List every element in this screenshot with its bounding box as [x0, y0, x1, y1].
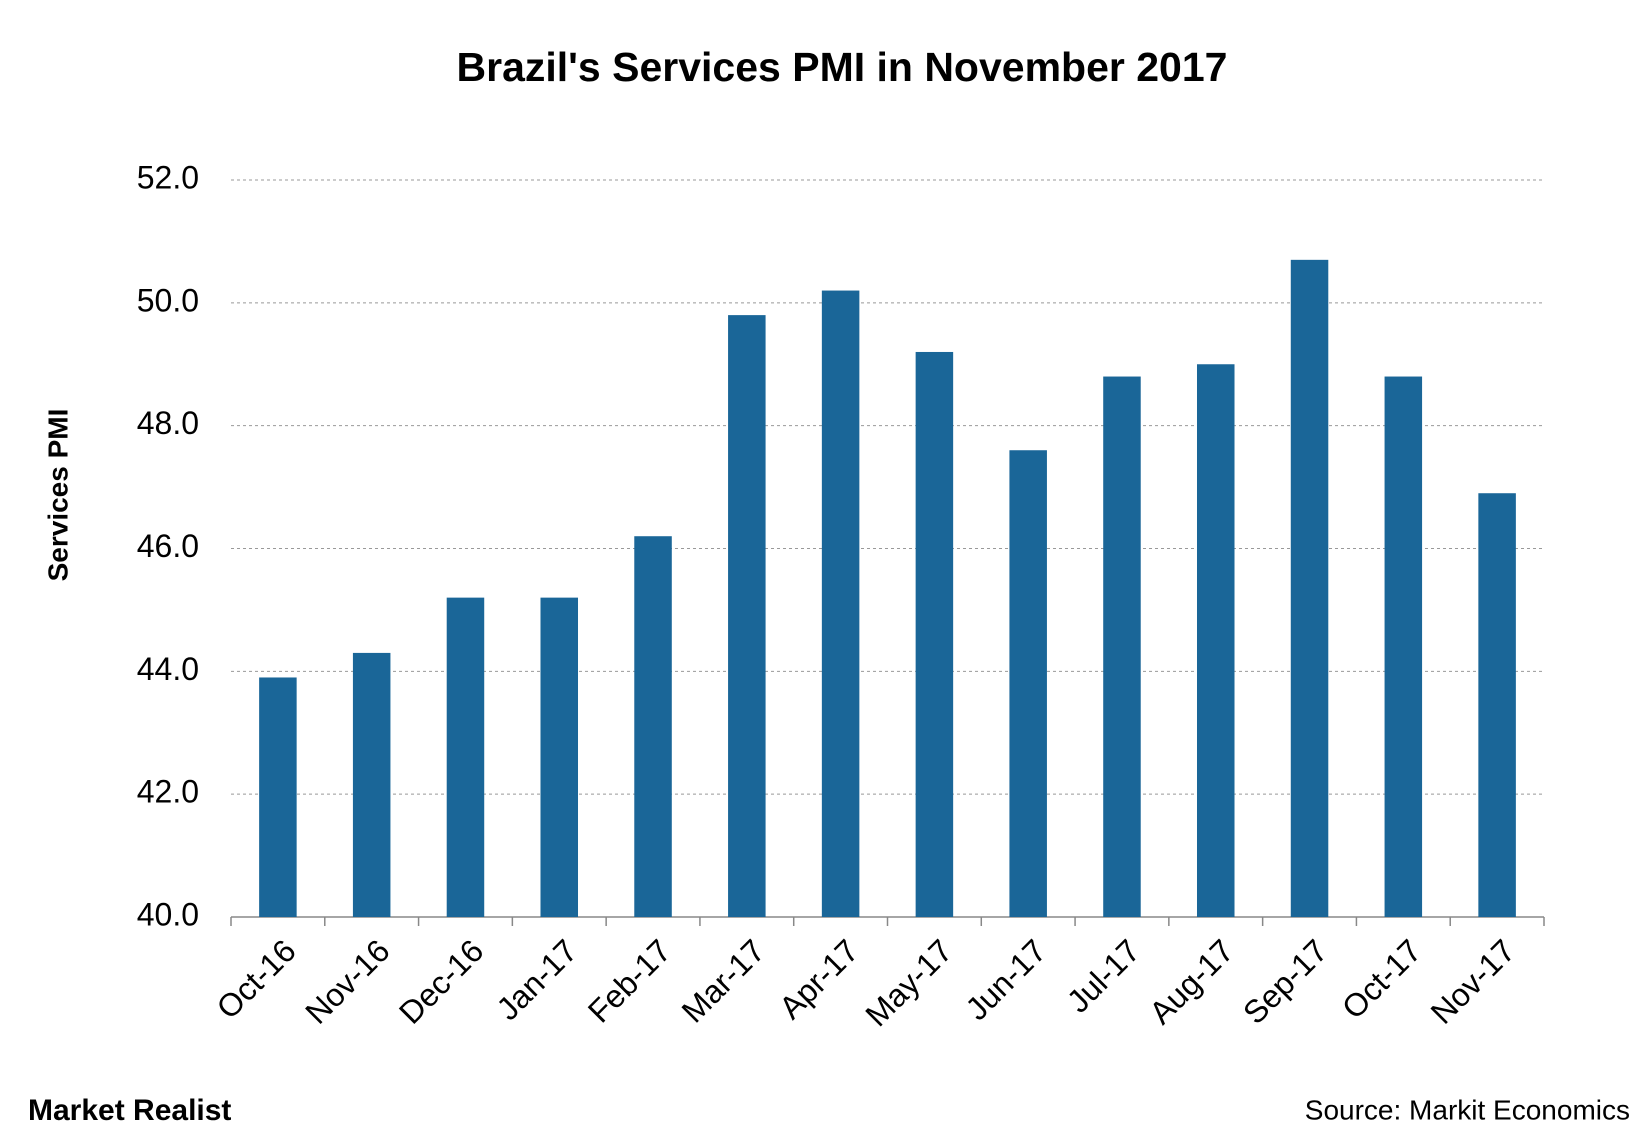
chart-title: Brazil's Services PMI in November 2017 — [457, 44, 1228, 90]
bar — [1103, 376, 1141, 917]
bar — [446, 597, 485, 917]
x-tick-label: Aug-17 — [1142, 932, 1240, 1030]
y-tick-label: 46.0 — [137, 528, 199, 564]
bar — [634, 536, 672, 917]
x-tick-label: Jan-17 — [490, 932, 585, 1027]
x-tick-label: Nov-17 — [1424, 932, 1522, 1030]
x-tick-label: Sep-17 — [1236, 932, 1334, 1030]
bar — [915, 351, 954, 917]
bar — [821, 290, 860, 917]
x-tick-label: Oct-17 — [1335, 932, 1428, 1025]
y-axis-label: Services PMI — [42, 409, 73, 582]
y-tick-label: 50.0 — [137, 282, 199, 318]
bar — [540, 597, 579, 917]
bar — [728, 315, 766, 917]
x-tick-label: Apr-17 — [772, 932, 865, 1025]
bar — [1009, 450, 1047, 917]
bar — [1478, 493, 1516, 917]
x-tick-label: Jul-17 — [1060, 932, 1147, 1019]
x-tick-label: Oct-16 — [209, 932, 302, 1025]
x-tick-label: Feb-17 — [581, 932, 678, 1029]
bar — [1290, 259, 1329, 917]
y-tick-label: 52.0 — [137, 159, 199, 195]
x-tick-label: Nov-16 — [298, 932, 396, 1030]
brand: Market Realist — [28, 1094, 231, 1127]
x-tick-label: Mar-17 — [675, 932, 772, 1029]
x-tick-label: May-17 — [858, 932, 959, 1033]
x-tick-label: Dec-16 — [392, 932, 490, 1030]
bar — [1384, 376, 1423, 917]
x-tick-label: Jun-17 — [958, 932, 1053, 1027]
y-tick-label: 42.0 — [137, 774, 199, 810]
bar — [259, 677, 297, 917]
y-tick-label: 40.0 — [137, 896, 199, 932]
y-tick-label: 48.0 — [137, 405, 199, 441]
bar — [352, 652, 391, 917]
y-tick-label: 44.0 — [137, 651, 199, 687]
source: Source: Markit Economics — [1305, 1094, 1630, 1125]
bar — [1196, 364, 1235, 917]
